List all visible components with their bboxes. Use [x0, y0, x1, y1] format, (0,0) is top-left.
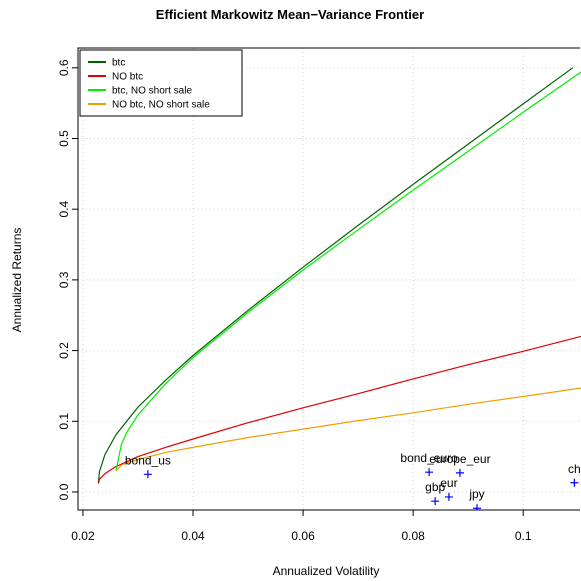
axes: 0.02 0.04 0.06 0.08 0.1 0.0 0.1 0.2 0.3 0.4 0.5 0.6 [57, 59, 532, 543]
x-tick-label: 0.1 [515, 529, 532, 543]
legend: btc NO btc btc, NO short sale NO btc, NO sh… [79, 49, 243, 117]
asset-point [425, 468, 434, 477]
plot-box [77, 47, 580, 511]
frontier-line [97, 335, 581, 484]
y-tick-label: 0.0 [57, 483, 71, 500]
asset-marker [444, 492, 453, 501]
legend-box [79, 49, 243, 117]
y-tick-label: 0.5 [57, 130, 71, 147]
asset-label: eur [440, 476, 457, 490]
chart-title: Efficient Markowitz Mean−Variance Fronti… [156, 7, 424, 22]
asset-marker [143, 470, 152, 479]
asset-label: jpy [468, 487, 484, 501]
asset-point [143, 470, 152, 479]
y-tick-label: 0.4 [57, 201, 71, 218]
asset-marker [431, 497, 440, 506]
asset-point [431, 497, 440, 506]
frontier-line [115, 387, 581, 472]
y-axis-label: Annualized Returns [10, 228, 24, 333]
legend-label: btc [112, 58, 125, 69]
y-tick-label: 0.2 [57, 342, 71, 359]
x-axis-label: Annualized Volatility [273, 564, 380, 578]
asset-label: bond_euro [400, 451, 458, 465]
x-tick-label: 0.06 [291, 529, 315, 543]
legend-label: btc, NO short sale [112, 86, 192, 97]
asset-marker [472, 504, 481, 510]
asset-label: gbp [425, 480, 445, 494]
asset-point [455, 468, 464, 477]
asset-marker [425, 468, 434, 477]
y-tick-label: 0.1 [57, 413, 71, 430]
legend-label: NO btc [112, 72, 143, 83]
asset-label: ch [568, 462, 581, 476]
frontier-line [97, 67, 574, 484]
asset-label: europe_eur [429, 452, 490, 466]
x-tick-label: 0.02 [71, 529, 95, 543]
legend-label: NO btc, NO short sale [112, 100, 210, 111]
y-tick-label: 0.3 [57, 271, 71, 288]
frontier-line [115, 71, 581, 471]
asset-point [444, 492, 453, 501]
asset-marker [570, 478, 579, 487]
y-tick-label: 0.6 [57, 59, 71, 76]
x-tick-label: 0.04 [181, 529, 205, 543]
asset-marker [455, 468, 464, 477]
grid [78, 48, 581, 510]
asset-point [472, 504, 481, 510]
x-tick-label: 0.08 [401, 529, 425, 543]
asset-point [570, 478, 579, 487]
asset-label: bond_us [125, 453, 171, 467]
